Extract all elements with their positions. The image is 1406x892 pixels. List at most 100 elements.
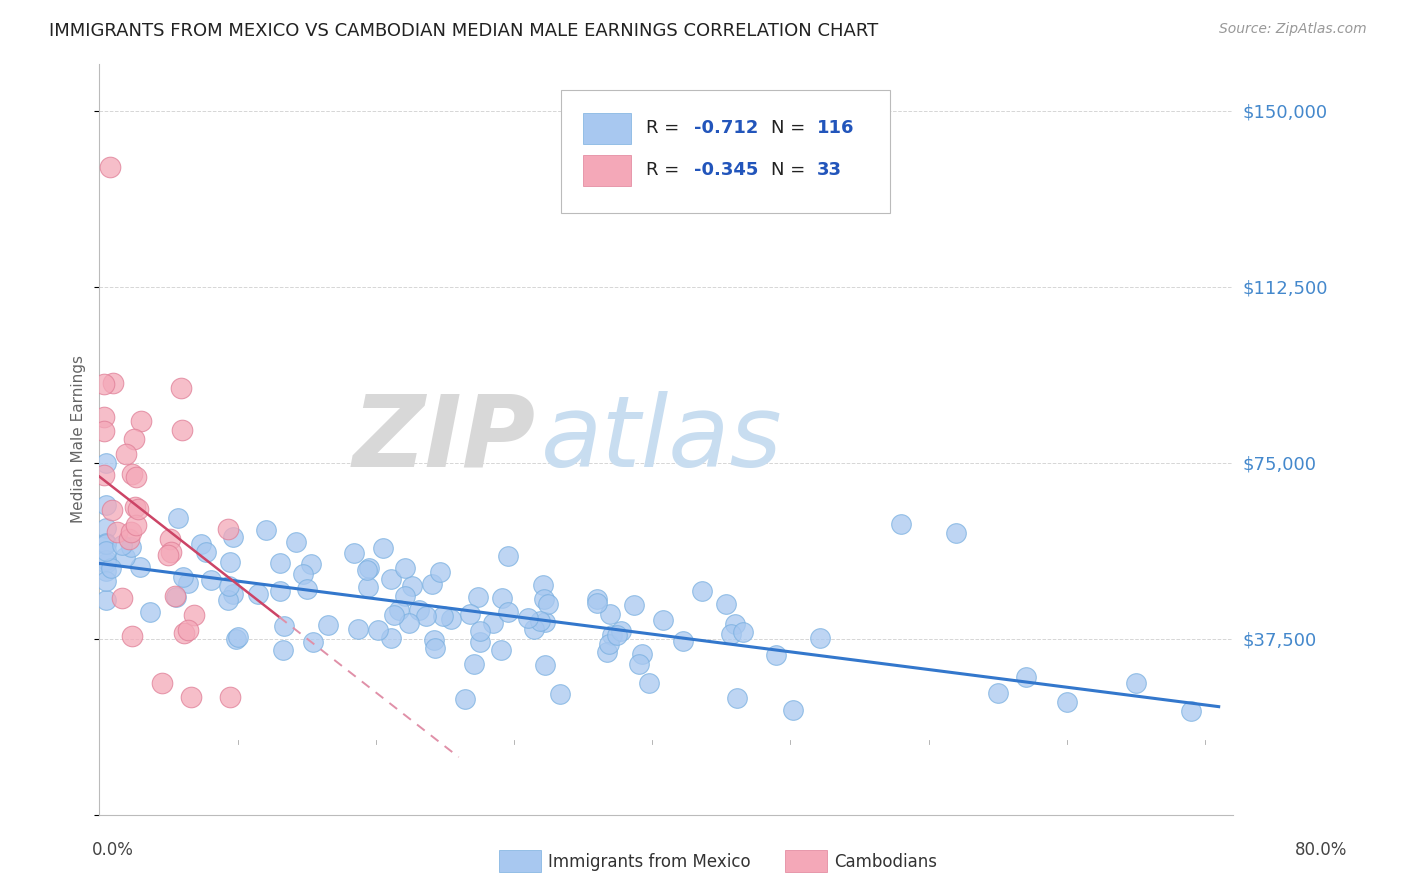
Point <box>599 607 621 622</box>
Point <box>93 409 115 424</box>
Point <box>382 608 405 623</box>
Text: Immigrants from Mexico: Immigrants from Mexico <box>548 853 751 871</box>
Point <box>218 579 240 593</box>
Point <box>533 615 555 629</box>
Point <box>93 467 115 482</box>
Point <box>720 626 742 640</box>
FancyBboxPatch shape <box>561 90 890 212</box>
Point <box>177 575 200 590</box>
Point <box>408 603 430 617</box>
Text: R =: R = <box>645 161 685 179</box>
Point <box>122 433 145 447</box>
Point <box>432 609 454 624</box>
Point <box>96 536 118 550</box>
Point <box>96 498 118 512</box>
Point <box>96 564 118 578</box>
Point <box>531 578 554 592</box>
Point <box>183 607 205 622</box>
Point <box>111 591 134 605</box>
Point <box>481 616 503 631</box>
Point <box>273 619 295 633</box>
Point <box>534 657 557 672</box>
Point <box>96 556 118 570</box>
Point <box>225 632 247 647</box>
Text: IMMIGRANTS FROM MEXICO VS CAMBODIAN MEDIAN MALE EARNINGS CORRELATION CHART: IMMIGRANTS FROM MEXICO VS CAMBODIAN MEDI… <box>49 22 879 40</box>
Point <box>690 583 713 598</box>
Point <box>96 552 118 566</box>
Point <box>585 597 607 611</box>
Point <box>429 566 451 580</box>
Point <box>200 574 222 588</box>
Point <box>548 687 571 701</box>
Point <box>295 582 318 597</box>
Point <box>101 503 124 517</box>
Point <box>118 532 141 546</box>
Point <box>672 634 695 648</box>
Point <box>190 537 212 551</box>
Point <box>945 526 967 541</box>
Point <box>498 605 520 619</box>
Point <box>491 591 513 605</box>
Point <box>630 647 652 661</box>
Point <box>765 648 787 662</box>
Point <box>165 590 187 604</box>
Point <box>1056 695 1078 709</box>
Point <box>160 545 183 559</box>
Point <box>226 630 249 644</box>
Point <box>347 622 370 636</box>
Point <box>246 587 269 601</box>
Point <box>172 570 194 584</box>
Point <box>423 632 446 647</box>
Point <box>96 574 118 588</box>
FancyBboxPatch shape <box>583 113 631 145</box>
Point <box>125 470 148 484</box>
Point <box>388 603 411 617</box>
Point <box>394 561 416 575</box>
Point <box>371 541 394 555</box>
Point <box>724 616 747 631</box>
Point <box>316 618 339 632</box>
Text: Source: ZipAtlas.com: Source: ZipAtlas.com <box>1219 22 1367 37</box>
Point <box>120 541 142 555</box>
Point <box>292 567 315 582</box>
Point <box>1125 676 1147 690</box>
Text: R =: R = <box>645 119 685 136</box>
Point <box>890 516 912 531</box>
Point <box>470 635 492 649</box>
Text: 116: 116 <box>817 119 855 136</box>
Point <box>217 593 239 607</box>
Point <box>221 530 243 544</box>
Point <box>114 447 136 461</box>
Point <box>394 589 416 603</box>
Point <box>533 592 555 607</box>
Point <box>100 161 122 175</box>
Y-axis label: Median Male Earnings: Median Male Earnings <box>72 355 86 524</box>
Point <box>467 590 489 604</box>
Point <box>218 690 240 705</box>
Point <box>129 559 152 574</box>
Point <box>733 624 755 639</box>
Point <box>516 610 538 624</box>
Point <box>1014 670 1036 684</box>
FancyBboxPatch shape <box>583 155 631 186</box>
Point <box>129 413 152 427</box>
Point <box>166 510 188 524</box>
Point <box>165 589 187 603</box>
Point <box>523 623 546 637</box>
Point <box>356 563 378 577</box>
Point <box>1180 704 1202 718</box>
Point <box>172 423 194 437</box>
Point <box>401 579 423 593</box>
Text: N =: N = <box>772 161 811 179</box>
Point <box>269 583 291 598</box>
Text: Cambodians: Cambodians <box>834 853 936 871</box>
Point <box>120 524 142 539</box>
Point <box>111 538 134 552</box>
Point <box>121 467 143 481</box>
Point <box>302 635 325 649</box>
Point <box>221 587 243 601</box>
Point <box>610 624 633 638</box>
Point <box>124 500 146 515</box>
Point <box>121 629 143 643</box>
Point <box>180 690 202 705</box>
